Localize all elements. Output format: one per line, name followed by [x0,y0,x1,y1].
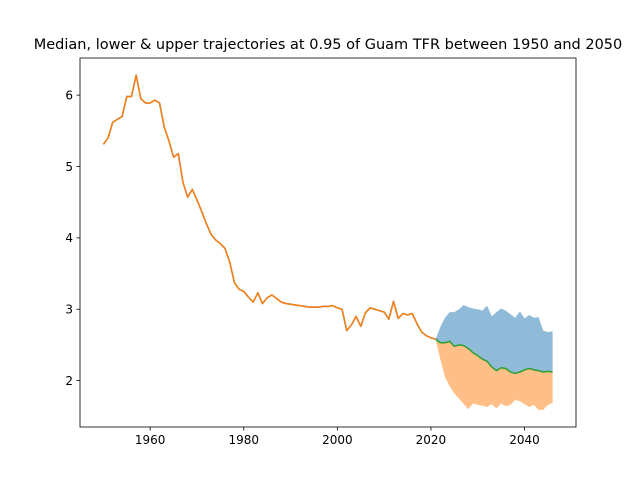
historical-line-orange [102,74,436,340]
lower-band-area [435,339,553,410]
y-tick-label: 5 [65,160,73,174]
x-tick-label: 1980 [229,433,260,447]
y-tick-label: 3 [65,303,73,317]
chart-title: Median, lower & upper trajectories at 0.… [34,37,623,53]
y-tick-label: 6 [65,88,73,102]
median-projection-line [435,338,553,375]
x-tick-label: 2040 [509,433,540,447]
plot-frame [79,57,577,428]
x-axis: 1960 1980 2000 2020 2040 [135,427,540,447]
x-tick-label: 1960 [135,433,166,447]
y-axis: 2 3 4 5 6 [65,88,80,388]
x-tick-label: 2020 [416,433,447,447]
y-tick-label: 4 [65,231,73,245]
chart-marks [102,74,553,410]
y-tick-label: 2 [65,374,73,388]
x-tick-label: 2000 [322,433,353,447]
upper-band-area [435,304,553,374]
